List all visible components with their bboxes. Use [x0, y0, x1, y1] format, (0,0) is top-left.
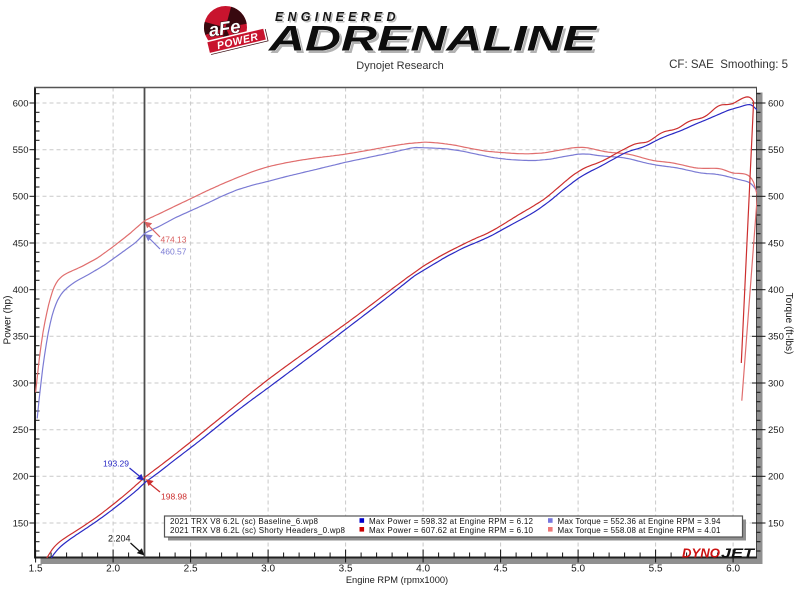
svg-text:4.5: 4.5 [494, 564, 508, 575]
svg-text:5.5: 5.5 [649, 564, 663, 575]
svg-text:ADRENALINE: ADRENALINE [268, 20, 599, 59]
svg-text:DYNO: DYNO [682, 547, 720, 561]
svg-text:Power (hp): Power (hp) [3, 296, 14, 345]
svg-text:Dynojet Research: Dynojet Research [356, 60, 443, 72]
svg-text:550: 550 [768, 145, 784, 156]
svg-text:300: 300 [13, 378, 29, 389]
svg-text:2.204: 2.204 [108, 534, 131, 544]
svg-text:5.0: 5.0 [571, 564, 585, 575]
svg-text:6.0: 6.0 [726, 564, 740, 575]
svg-text:2.0: 2.0 [106, 564, 120, 575]
svg-text:1.5: 1.5 [29, 564, 43, 575]
svg-text:Max Power = 607.62 at Engine R: Max Power = 607.62 at Engine RPM = 6.10 [369, 526, 534, 535]
svg-text:600: 600 [768, 98, 784, 109]
svg-text:JET: JET [721, 547, 756, 561]
svg-text:150: 150 [13, 518, 29, 529]
svg-text:ENGINEERED: ENGINEERED [275, 10, 397, 24]
svg-text:200: 200 [13, 472, 29, 483]
svg-text:250: 250 [13, 425, 29, 436]
svg-text:400: 400 [768, 285, 784, 296]
svg-text:200: 200 [768, 472, 784, 483]
svg-text:®: ® [245, 9, 249, 16]
svg-text:Max Torque = 552.36 at Engine: Max Torque = 552.36 at Engine RPM = 3.94 [558, 517, 722, 526]
svg-text:350: 350 [768, 332, 784, 343]
svg-text:250: 250 [768, 425, 784, 436]
svg-text:Max Torque = 558.08 at Engine: Max Torque = 558.08 at Engine RPM = 4.01 [558, 526, 722, 535]
svg-text:550: 550 [13, 145, 29, 156]
svg-text:CF: SAE Smoothing: 5: CF: SAE Smoothing: 5 [669, 59, 788, 71]
svg-text:500: 500 [13, 192, 29, 203]
svg-text:2021 TRX V8 6.2L (sc) Baseline: 2021 TRX V8 6.2L (sc) Baseline_6.wp8 [170, 517, 319, 526]
svg-text:474.13: 474.13 [161, 235, 187, 245]
svg-text:400: 400 [13, 285, 29, 296]
svg-text:2021 TRX V8 6.2L (sc) Shorty H: 2021 TRX V8 6.2L (sc) Shorty Headers_0.w… [170, 526, 346, 535]
svg-text:500: 500 [768, 192, 784, 203]
svg-text:198.98: 198.98 [161, 492, 187, 502]
svg-text:460.57: 460.57 [161, 247, 187, 257]
svg-text:350: 350 [13, 332, 29, 343]
svg-text:3.5: 3.5 [339, 564, 353, 575]
svg-text:150: 150 [768, 518, 784, 529]
svg-text:450: 450 [768, 238, 784, 249]
svg-text:Torque (ft-lbs): Torque (ft-lbs) [783, 293, 794, 355]
svg-text:600: 600 [13, 98, 29, 109]
svg-text:4.0: 4.0 [416, 564, 430, 575]
svg-text:450: 450 [13, 238, 29, 249]
svg-text:3.0: 3.0 [261, 564, 275, 575]
svg-text:Max Power = 598.32 at Engine R: Max Power = 598.32 at Engine RPM = 6.12 [369, 517, 534, 526]
svg-text:ENGINEERED: ENGINEERED [277, 12, 399, 26]
svg-text:Engine RPM (rpmx1000): Engine RPM (rpmx1000) [346, 575, 448, 585]
svg-text:193.29: 193.29 [103, 459, 129, 469]
svg-text:2.5: 2.5 [184, 564, 198, 575]
svg-text:300: 300 [768, 378, 784, 389]
svg-text:ADRENALINE: ADRENALINE [270, 22, 601, 61]
